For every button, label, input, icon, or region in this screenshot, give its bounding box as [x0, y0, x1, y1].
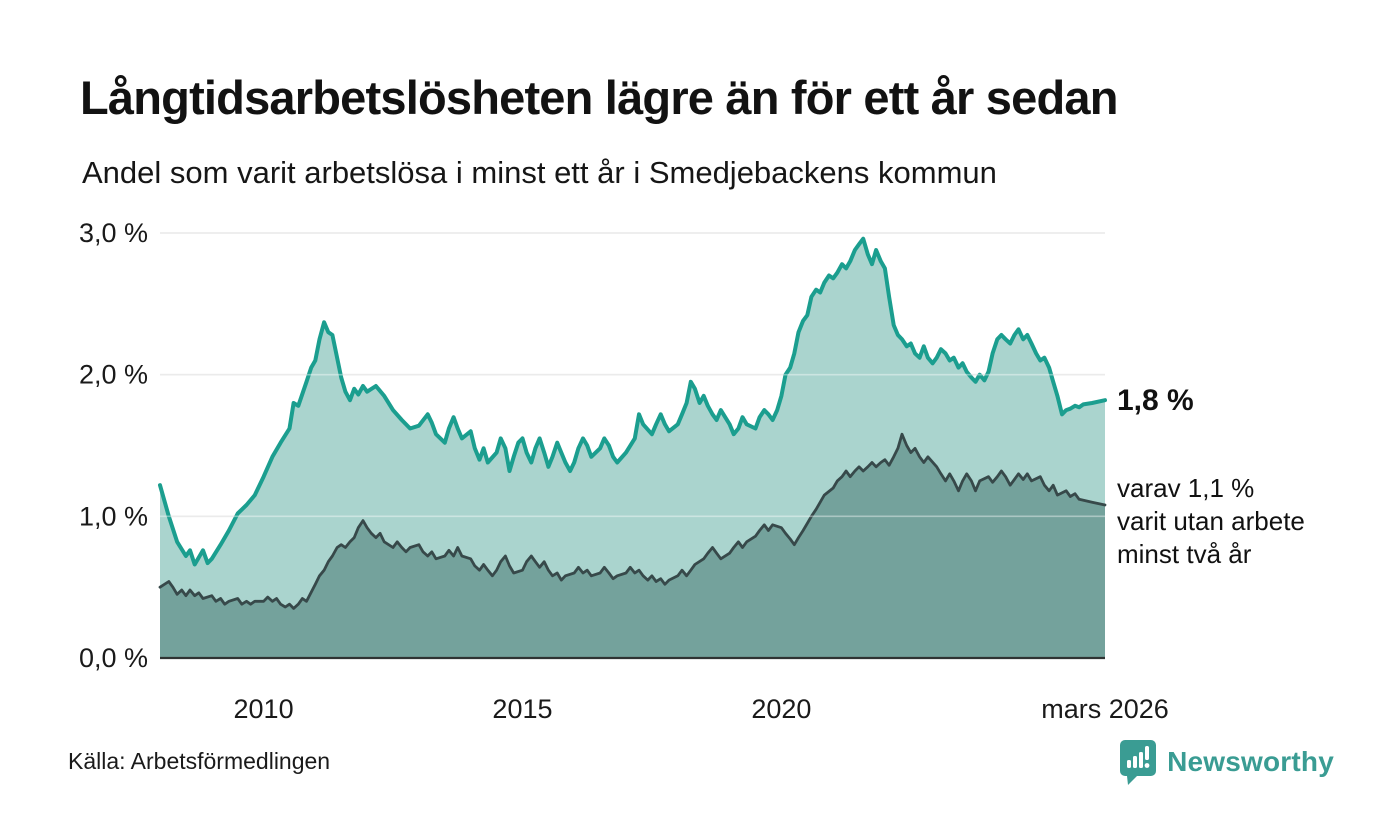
x-tick-label: mars 2026 [1041, 694, 1169, 724]
y-tick-label: 3,0 % [79, 218, 148, 248]
page-title: Långtidsarbetslösheten lägre än för ett … [80, 71, 1118, 124]
x-tick-label: 2020 [751, 694, 811, 724]
x-tick-label: 2010 [234, 694, 294, 724]
newsworthy-wordmark: Newsworthy [1167, 746, 1334, 777]
y-tick-label: 2,0 % [79, 360, 148, 390]
secondary-annotation-line: minst två år [1117, 539, 1252, 569]
series-line-1 [158, 236, 1107, 567]
y-tick-label: 0,0 % [79, 643, 148, 673]
series-line-2 [158, 432, 1107, 610]
x-tick-label: 2015 [492, 694, 552, 724]
page-subtitle: Andel som varit arbetslösa i minst ett å… [82, 155, 997, 190]
secondary-annotation-line: varit utan arbete [1117, 506, 1305, 536]
newsworthy-logo-icon [1120, 740, 1157, 785]
newsworthy-brand: Newsworthy [1117, 738, 1334, 786]
source-note: Källa: Arbetsförmedlingen [68, 748, 331, 774]
latest-value-label: 1,8 % [1117, 384, 1194, 417]
series-area-2 [160, 434, 1105, 658]
y-tick-label: 1,0 % [79, 501, 148, 531]
secondary-annotation-line: varav 1,1 % [1117, 473, 1254, 503]
